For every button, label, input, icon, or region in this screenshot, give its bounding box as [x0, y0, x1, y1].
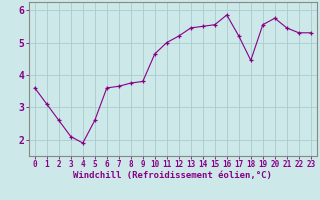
X-axis label: Windchill (Refroidissement éolien,°C): Windchill (Refroidissement éolien,°C) [73, 171, 272, 180]
